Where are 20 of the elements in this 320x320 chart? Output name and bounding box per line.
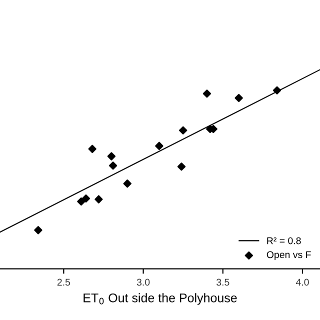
point (155, 142, 164, 150)
point (77, 197, 86, 206)
point (202, 89, 212, 98)
x-tick-label: 4.0 (296, 278, 309, 286)
legend-label: Open vs F (266, 251, 311, 260)
point (107, 152, 116, 160)
point (108, 162, 118, 170)
point (123, 179, 132, 188)
x-tick-label: 3.5 (216, 278, 230, 286)
x-tick-label: 3.0 (136, 278, 150, 286)
point (82, 194, 90, 203)
point (234, 94, 243, 102)
x-axis-title: ET$_{0}$ Out side the Polyhouse (84, 293, 237, 305)
x-tick-label: 2.5 (57, 278, 70, 286)
point (34, 226, 42, 234)
point (177, 162, 186, 171)
point (178, 126, 188, 135)
point (88, 144, 96, 154)
point (94, 195, 103, 204)
legend-label: R² = 0.8 (267, 237, 301, 244)
